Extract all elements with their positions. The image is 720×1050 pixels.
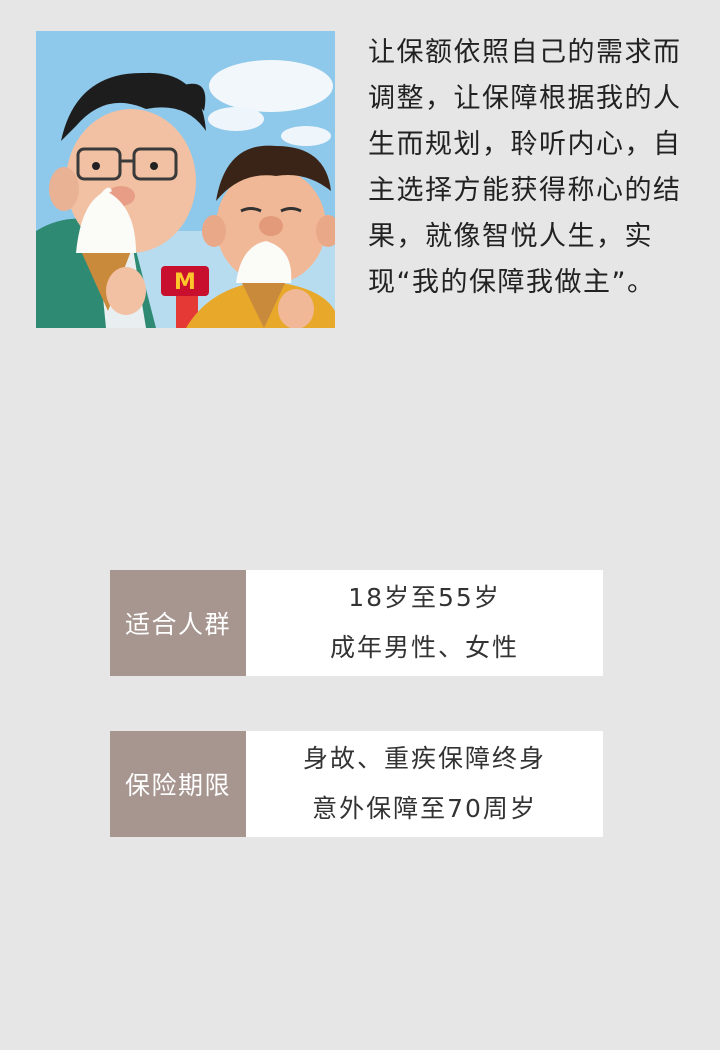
info-value-line: 成年男性、女性 xyxy=(329,633,519,662)
info-value-line: 身故、重疾保障终身 xyxy=(302,744,546,773)
info-value-target-group: 18岁至55岁 成年男性、女性 xyxy=(246,570,603,676)
info-value-line: 意外保障至70周岁 xyxy=(312,794,537,823)
info-value-line: 18岁至55岁 xyxy=(348,583,501,612)
info-label-coverage-period: 保险期限 xyxy=(110,731,246,837)
father-son-ice-cream-illustration: M xyxy=(36,31,335,328)
info-label-target-group: 适合人群 xyxy=(110,570,246,676)
info-value-coverage-period: 身故、重疾保障终身 意外保障至70周岁 xyxy=(246,731,603,837)
info-row-target-group: 适合人群 18岁至55岁 成年男性、女性 xyxy=(110,570,603,676)
illustration-svg: M xyxy=(36,31,335,328)
sign-text: M xyxy=(174,270,196,295)
info-row-coverage-period: 保险期限 身故、重疾保障终身 意外保障至70周岁 xyxy=(110,731,603,837)
intro-paragraph: 让保额依照自己的需求而调整，让保障根据我的人生而规划，聆听内心，自主选择方能获得… xyxy=(368,37,682,298)
